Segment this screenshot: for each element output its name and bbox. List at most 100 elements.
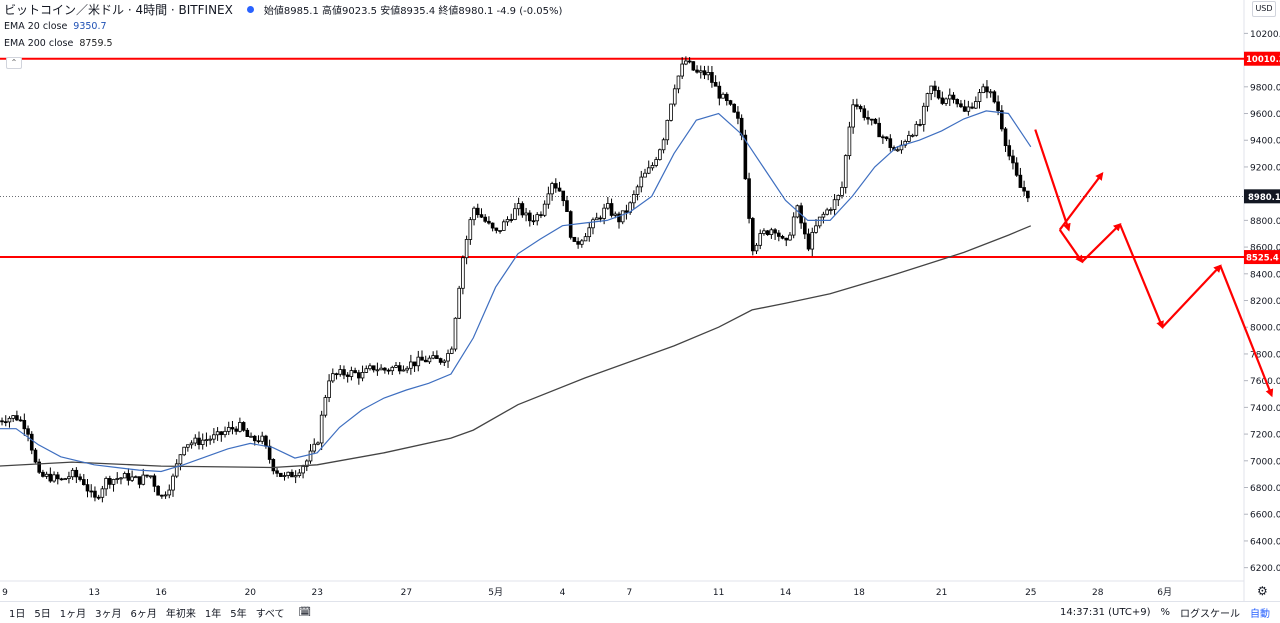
candle-body xyxy=(780,236,785,239)
candle-body xyxy=(7,417,12,423)
candle-body xyxy=(580,240,584,245)
candle-body xyxy=(167,489,172,496)
candle-body xyxy=(973,101,978,109)
candle-body xyxy=(791,216,796,236)
candle-body xyxy=(141,474,146,485)
candle-body xyxy=(252,435,257,442)
projection-arrow xyxy=(1058,172,1104,231)
currency-button[interactable]: USD xyxy=(1252,1,1276,17)
candle-body xyxy=(357,372,361,379)
candle-body xyxy=(509,219,514,221)
candle-body xyxy=(765,230,770,235)
candle-body xyxy=(591,219,595,229)
candle-body xyxy=(1018,174,1023,188)
projection-arrow xyxy=(1118,223,1164,330)
candle-body xyxy=(412,361,417,367)
candle-body xyxy=(695,69,699,73)
candle-body xyxy=(156,485,160,496)
gear-icon[interactable]: ⚙ xyxy=(1257,584,1268,598)
level-price-label: 10010.3 xyxy=(1246,55,1280,65)
candle-body xyxy=(126,473,131,481)
candle-body xyxy=(665,119,670,141)
candle-body xyxy=(63,478,68,481)
candle-body xyxy=(866,117,870,120)
range-1m-button[interactable]: 1ヶ月 xyxy=(59,609,87,620)
candle-body xyxy=(338,369,343,375)
auto-scale-toggle[interactable]: 自動 xyxy=(1250,609,1270,620)
candle-body xyxy=(516,203,521,210)
candle-body xyxy=(921,105,926,125)
y-tick-label: 7600.0 xyxy=(1250,377,1280,387)
percent-toggle[interactable]: % xyxy=(1160,607,1170,618)
candle-body xyxy=(256,440,261,443)
candle-body xyxy=(70,469,75,478)
candle-body xyxy=(349,370,354,377)
candle-body xyxy=(55,474,60,480)
range-6m-button[interactable]: 6ヶ月 xyxy=(130,609,157,620)
candle-body xyxy=(1007,145,1012,157)
candle-body xyxy=(386,369,391,372)
collapse-legend-button[interactable]: ⌃ xyxy=(6,57,22,69)
candle-body xyxy=(598,217,603,220)
x-tick-label: 7 xyxy=(627,588,633,598)
candle-body xyxy=(89,490,94,493)
candle-body xyxy=(427,357,432,363)
indicator-ema20[interactable]: EMA 20 close 9350.7 xyxy=(4,21,107,32)
candle-body xyxy=(134,476,138,479)
candle-body xyxy=(234,428,238,432)
candle-body xyxy=(758,233,763,246)
x-tick-label: 6月 xyxy=(1157,587,1172,598)
candle-body xyxy=(230,427,235,430)
x-tick-label: 27 xyxy=(401,588,412,598)
candle-body xyxy=(576,241,580,245)
candle-body xyxy=(81,479,86,486)
candle-body xyxy=(955,99,960,105)
candle-body xyxy=(966,106,971,112)
candle-body xyxy=(981,86,986,94)
y-tick-label: 7000.0 xyxy=(1250,457,1280,467)
indicator-ema200[interactable]: EMA 200 close 8759.5 xyxy=(4,38,113,49)
range-ytd-button[interactable]: 年初来 xyxy=(165,609,196,620)
candle-body xyxy=(3,421,8,424)
candle-body xyxy=(241,422,246,431)
candle-body xyxy=(267,445,272,460)
candle-body xyxy=(985,86,989,93)
range-all-button[interactable]: すべて xyxy=(255,609,285,620)
symbol-title[interactable]: ビットコイン／米ドル · 4時間 · BITFINEX xyxy=(4,2,233,17)
candle-body xyxy=(546,193,551,205)
range-5y-button[interactable]: 5年 xyxy=(230,609,247,620)
candle-body xyxy=(855,104,859,107)
candle-body xyxy=(163,494,168,497)
projection-arrow xyxy=(1034,129,1071,232)
candle-body xyxy=(959,103,963,108)
candle-body xyxy=(74,469,79,478)
log-scale-toggle[interactable]: ログスケール xyxy=(1180,609,1240,620)
range-5d-button[interactable]: 5日 xyxy=(34,609,51,620)
candle-body xyxy=(825,209,829,215)
candle-body xyxy=(78,476,82,480)
calendar-icon[interactable]: 🗓 xyxy=(298,607,312,618)
candle-body xyxy=(171,475,175,491)
candle-body xyxy=(535,214,540,222)
candle-body xyxy=(245,429,250,437)
candle-body xyxy=(48,473,53,482)
candles xyxy=(0,56,1030,503)
candle-body xyxy=(736,111,740,119)
range-1y-button[interactable]: 1年 xyxy=(204,609,222,620)
y-tick-label: 6200.0 xyxy=(1250,564,1280,574)
indicator-value: 9350.7 xyxy=(73,21,107,32)
candle-body xyxy=(342,369,346,376)
bottom-toolbar: 1日 5日 1ヶ月 3ヶ月 6ヶ月 年初来 1年 5年 すべて 🗓 14:37:… xyxy=(0,601,1280,623)
candle-body xyxy=(479,214,484,218)
range-1d-button[interactable]: 1日 xyxy=(9,609,26,620)
candle-body xyxy=(212,434,216,440)
y-tick-label: 6400.0 xyxy=(1250,537,1280,547)
candle-body xyxy=(721,93,725,99)
candle-body xyxy=(810,231,815,250)
candle-body xyxy=(178,454,183,465)
candle-body xyxy=(531,220,536,223)
range-3m-button[interactable]: 3ヶ月 xyxy=(95,609,122,620)
candle-body xyxy=(435,355,439,359)
candle-body xyxy=(1014,162,1019,176)
